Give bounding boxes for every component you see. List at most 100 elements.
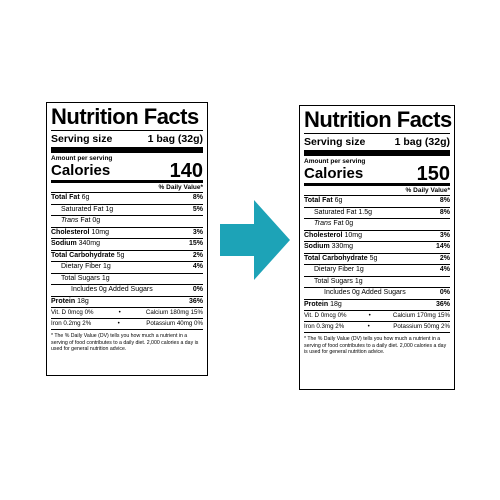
sodium-label: Sodium [51, 240, 77, 247]
total-sugars-label: Total Sugars 1g [61, 274, 110, 282]
separator-dot: • [117, 320, 120, 327]
vitamin-d-value: Vit. D 0mcg 0% [51, 309, 94, 316]
amount-per-serving: Amount per serving [51, 155, 113, 162]
protein-pct: 36% [188, 297, 203, 305]
dietary-fiber-label: Dietary Fiber 1g [61, 263, 111, 270]
added-sugars-pct: 0% [192, 286, 203, 293]
calories-value: 150 [416, 163, 450, 185]
total-fat-label: Total Fat [304, 197, 333, 204]
serving-size-row: Serving size 1 bag (32g) [304, 133, 450, 156]
sodium-amount: 330mg [331, 243, 354, 250]
serving-size-value: 1 bag (32g) [147, 133, 203, 145]
iron-value: Iron 0.2mg 2% [51, 320, 92, 327]
dietary-fiber-row: Dietary Fiber 1g 4% [51, 262, 203, 274]
total-fat-pct: 8% [439, 197, 450, 204]
carbohydrate-pct: 2% [439, 254, 450, 262]
cholesterol-pct: 3% [439, 231, 450, 239]
calcium-value: Calcium 180mg 15% [145, 309, 203, 316]
saturated-fat-label: Saturated Fat 1g [61, 205, 114, 213]
calories-row: Calories 140 [51, 160, 203, 183]
vitamin-row-1: Vit. D 0mcg 0% • Calcium 180mg 15% [51, 308, 203, 319]
amount-per-serving: Amount per serving [304, 158, 366, 165]
daily-value-header: % Daily Value* [304, 186, 450, 196]
dietary-fiber-pct: 4% [439, 266, 450, 273]
daily-value-footnote: * The % Daily Value (DV) tells you how m… [304, 336, 447, 355]
protein-row: Protein 18g 36% [51, 297, 203, 308]
total-fat-row: Total Fat 6g 8% [51, 193, 203, 205]
protein-amount: 18g [330, 300, 342, 308]
calories-label: Calories [51, 162, 111, 179]
separator-dot: • [368, 312, 371, 319]
cholesterol-row: Cholesterol 10mg 3% [51, 228, 203, 239]
sodium-pct: 14% [435, 243, 450, 250]
vitamin-row-2: Iron 0.2mg 2% • Potassium 40mg 0% [51, 319, 203, 330]
total-carbohydrate-row: Total Carbohydrate 5g 2% [304, 254, 450, 265]
vitamin-d-value: Vit. D 0mcg 0% [304, 312, 347, 319]
trans-fat-row: Trans Fat 0g [51, 216, 203, 228]
arrow-shape [220, 200, 290, 280]
trans-fat-italic: Trans [314, 220, 332, 227]
total-fat-amount: 6g [81, 194, 90, 201]
saturated-fat-label: Saturated Fat 1.5g [314, 208, 372, 216]
cholesterol-amount: 10mg [91, 228, 109, 236]
total-sugars-row: Total Sugars 1g [51, 274, 203, 285]
cholesterol-label: Cholesterol [304, 231, 343, 239]
total-fat-amount: 6g [334, 197, 343, 204]
label-title: Nutrition Facts [304, 107, 452, 132]
carbohydrate-pct: 2% [192, 251, 203, 259]
sodium-amount: 340mg [78, 240, 101, 247]
carbohydrate-label: Total Carbohydrate [51, 251, 115, 259]
saturated-fat-pct: 8% [439, 208, 450, 216]
protein-label: Protein [51, 297, 76, 305]
total-fat-row: Total Fat 6g 8% [304, 196, 450, 208]
dietary-fiber-label: Dietary Fiber 1g [314, 266, 364, 273]
dietary-fiber-pct: 4% [192, 263, 203, 270]
protein-label: Protein [304, 300, 329, 308]
protein-amount: 18g [77, 297, 89, 305]
trans-fat-rest: Fat 0g [80, 217, 101, 224]
trans-fat-row: Trans Fat 0g [304, 219, 450, 231]
calories-value: 140 [169, 160, 203, 182]
sodium-row: Sodium 340mg 15% [51, 239, 203, 251]
cholesterol-amount: 10mg [344, 231, 362, 239]
cholesterol-label: Cholesterol [51, 228, 90, 236]
total-sugars-row: Total Sugars 1g [304, 277, 450, 288]
sodium-row: Sodium 330mg 14% [304, 242, 450, 254]
dietary-fiber-row: Dietary Fiber 1g 4% [304, 265, 450, 277]
total-fat-pct: 8% [192, 194, 203, 201]
total-carbohydrate-row: Total Carbohydrate 5g 2% [51, 251, 203, 262]
separator-dot: • [367, 323, 370, 330]
vitamin-row-2: Iron 0.3mg 2% • Potassium 50mg 2% [304, 322, 450, 333]
right-arrow-icon [220, 200, 290, 280]
total-fat-label: Total Fat [51, 194, 80, 201]
added-sugars-pct: 0% [439, 289, 450, 296]
nutrition-label-before: Nutrition Facts Serving size 1 bag (32g)… [46, 102, 208, 376]
trans-fat-italic: Trans [61, 217, 79, 224]
cholesterol-pct: 3% [192, 228, 203, 236]
total-sugars-label: Total Sugars 1g [314, 277, 363, 285]
saturated-fat-row: Saturated Fat 1g 5% [51, 205, 203, 216]
daily-value-header: % Daily Value* [51, 183, 203, 193]
sodium-pct: 15% [188, 240, 203, 247]
vitamin-row-1: Vit. D 0mcg 0% • Calcium 170mg 15% [304, 311, 450, 322]
carbohydrate-label: Total Carbohydrate [304, 254, 368, 262]
serving-size-value: 1 bag (32g) [394, 136, 450, 148]
added-sugars-row: Includes 0g Added Sugars 0% [51, 285, 203, 297]
serving-size-label: Serving size [304, 136, 366, 148]
saturated-fat-pct: 5% [192, 205, 203, 213]
nutrition-label-after: Nutrition Facts Serving size 1 bag (32g)… [299, 105, 455, 390]
saturated-fat-row: Saturated Fat 1.5g 8% [304, 208, 450, 219]
added-sugars-label: Includes 0g Added Sugars [324, 289, 406, 296]
serving-size-row: Serving size 1 bag (32g) [51, 130, 203, 153]
carbohydrate-amount: 5g [116, 251, 125, 259]
protein-pct: 36% [435, 300, 450, 308]
cholesterol-row: Cholesterol 10mg 3% [304, 231, 450, 242]
daily-value-footnote: * The % Daily Value (DV) tells you how m… [51, 333, 199, 352]
trans-fat-rest: Fat 0g [333, 220, 354, 227]
calories-row: Calories 150 [304, 163, 450, 186]
added-sugars-row: Includes 0g Added Sugars 0% [304, 288, 450, 300]
label-title: Nutrition Facts [51, 104, 199, 129]
potassium-value: Potassium 40mg 0% [146, 320, 203, 327]
protein-row: Protein 18g 36% [304, 300, 450, 311]
sodium-label: Sodium [304, 243, 330, 250]
